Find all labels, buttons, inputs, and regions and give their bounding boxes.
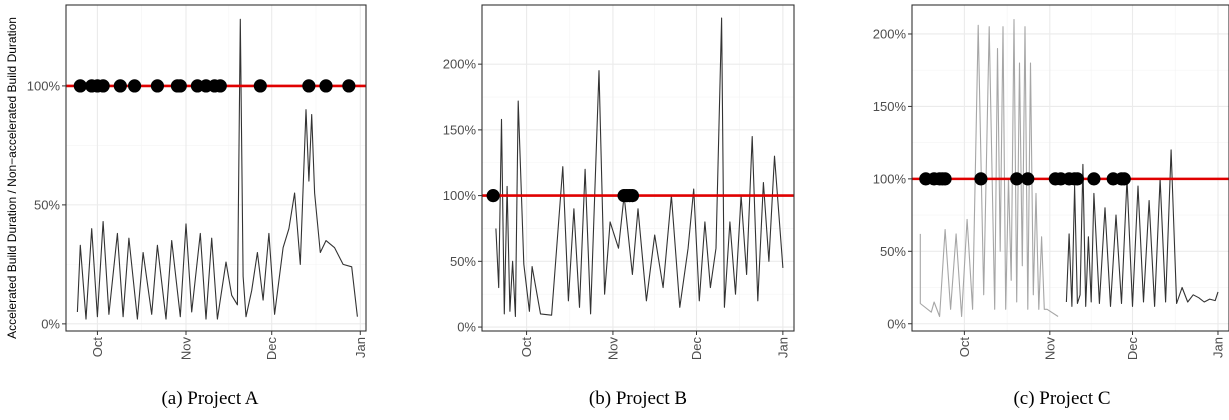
marker-point (625, 189, 640, 203)
series-line-1 (76, 18, 358, 320)
marker-point (1070, 172, 1084, 186)
x-tick-label: Oct (519, 337, 534, 358)
chart-panels: 0% 50% 100% Oct Nov Dec Jan (a) Project A 0% 50% 1… (27, 4, 1229, 409)
x-tick-label: Oct (957, 337, 972, 358)
plot-area (482, 17, 794, 318)
marker-point (1087, 172, 1101, 186)
marker-point (302, 79, 316, 93)
marker-point (319, 79, 333, 93)
marker-point (1117, 172, 1131, 186)
marker-point (342, 79, 356, 93)
x-tick-label: Jan (353, 337, 368, 358)
series-line-2 (1065, 149, 1219, 307)
marker-point (938, 172, 952, 186)
x-tick-label: Nov (1042, 337, 1057, 361)
y-axis-label: Accelerated Build Duration / Non−acceler… (5, 17, 19, 339)
y-tick-label: 100% (873, 171, 907, 186)
y-tick-label: 0% (887, 316, 906, 331)
x-tick-label: Nov (605, 337, 620, 361)
panel-border (65, 4, 367, 332)
marker-point (486, 189, 500, 203)
marker-point (1021, 172, 1035, 186)
marker-point (173, 79, 187, 93)
x-tick-label: Oct (90, 337, 105, 358)
y-tick-label: 150% (443, 122, 477, 137)
series-line-1 (919, 18, 1059, 318)
x-tick-label: Dec (264, 337, 279, 361)
x-tick-label: Dec (689, 337, 704, 361)
x-tick-label: Nov (179, 337, 194, 361)
plot-background (66, 5, 366, 331)
series-line-1 (495, 17, 784, 318)
chart-panel-3: 0% 50% 100% 150% 200% Oct Nov Dec Jan (c) Project… (873, 4, 1229, 409)
plot-background (482, 5, 794, 331)
y-tick-label: 200% (443, 57, 477, 72)
y-tick-label: 50% (880, 244, 906, 259)
marker-point (127, 79, 142, 93)
panel-border (481, 4, 795, 332)
marker-point (150, 79, 165, 93)
marker-point (96, 79, 110, 93)
chart-panel-1: 0% 50% 100% Oct Nov Dec Jan (a) Project A (27, 4, 368, 409)
y-tick-label: 150% (873, 99, 907, 114)
panel-caption: (c) Project C (1013, 388, 1110, 409)
marker-point (213, 79, 227, 93)
plot-area (912, 18, 1229, 318)
y-tick-label: 200% (873, 26, 907, 41)
panel-caption: (b) Project B (589, 388, 687, 409)
y-tick-label: 100% (443, 188, 477, 203)
marker-point (253, 79, 267, 93)
y-tick-label: 0% (457, 320, 476, 335)
y-tick-label: 0% (41, 316, 60, 331)
chart-panel-2: 0% 50% 100% 150% 200% Oct Nov Dec Jan (b) Project… (443, 4, 795, 409)
x-tick-label: Dec (1125, 337, 1140, 361)
y-tick-label: 50% (450, 254, 476, 269)
marker-point (113, 79, 127, 93)
marker-point (1010, 172, 1024, 186)
panel-caption: (a) Project A (161, 388, 258, 409)
x-tick-label: Jan (775, 337, 790, 358)
panel-border (911, 4, 1229, 332)
marker-point (974, 172, 988, 186)
plot-area (66, 18, 366, 320)
y-tick-label: 100% (27, 78, 61, 93)
marker-point (73, 79, 87, 93)
y-tick-label: 50% (34, 197, 60, 212)
x-tick-label: Jan (1210, 337, 1225, 358)
